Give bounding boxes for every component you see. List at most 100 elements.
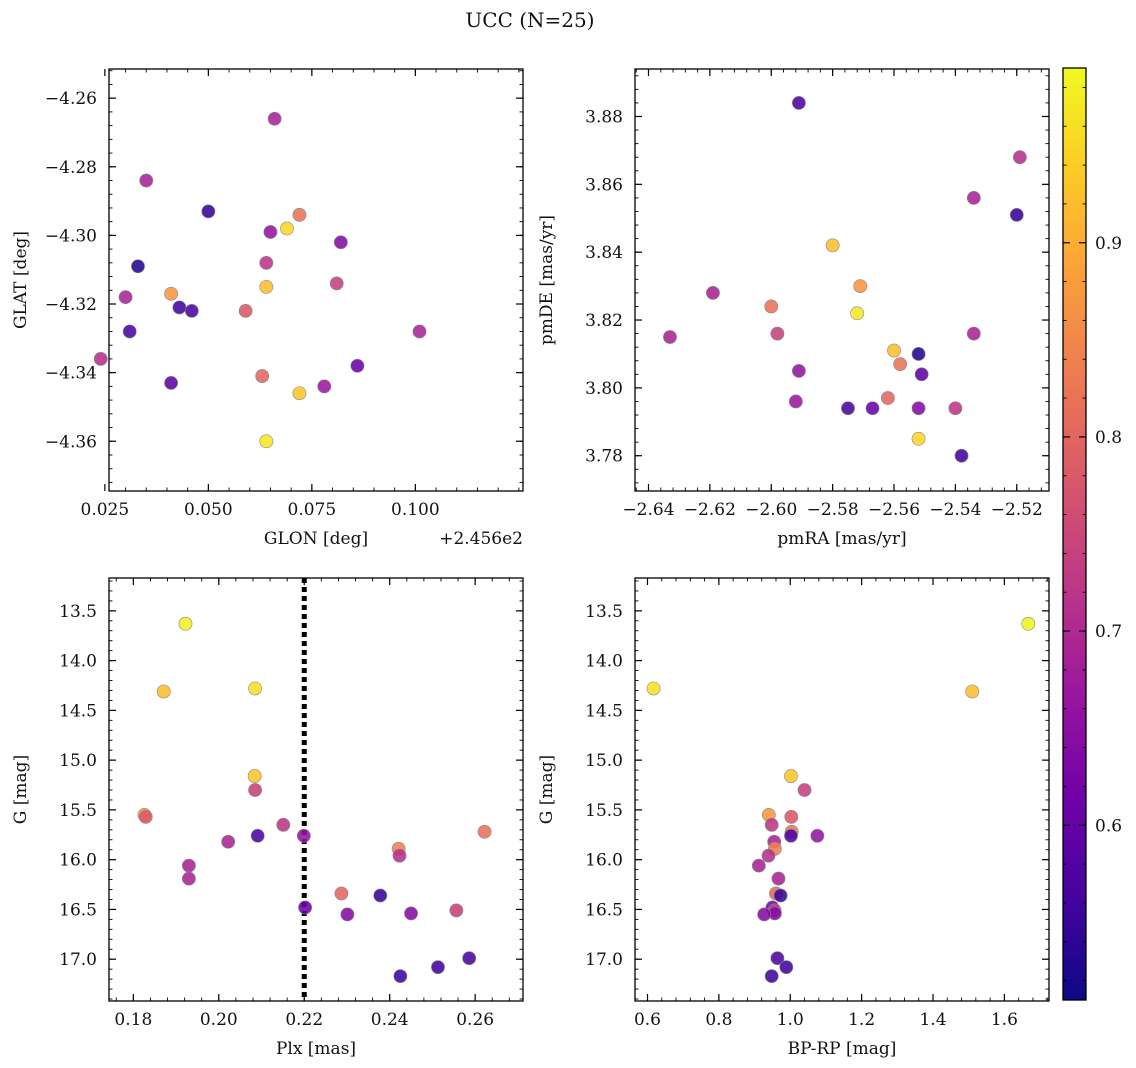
scatter-point [646,681,661,696]
y-tick-label: 16.0 [59,851,97,871]
scatter-point [791,96,806,110]
x-tick-label: 0.075 [288,500,337,520]
scatter-point [761,848,776,863]
x-tick-label: 0.20 [200,1010,238,1030]
y-tick-label: 3.78 [585,447,623,467]
scatter-point [784,809,799,824]
colorbar-frame [1062,67,1087,1001]
scatter-point [914,367,929,382]
axes-frame [108,68,524,492]
scatter-point [462,951,477,966]
scatter-point [773,888,788,903]
scatter-point [764,817,779,832]
y-axis-label: G [mag] [537,755,557,824]
scatter-point [893,357,908,372]
scatter-point [791,364,806,378]
scatter-point [298,900,313,915]
scatter-points [646,616,1036,984]
y-tick-label: 3.84 [585,243,623,263]
scatter-point [404,906,418,921]
panel-glon-glat: 0.025 0.050 0.075 0.100 −4.26 −4.28 −4.30 −4.32… [11,68,524,549]
scatter-point [181,871,196,886]
axes-frame [108,577,524,1002]
scatter-point [797,783,812,797]
x-tick-label: −2.64 [622,500,674,520]
scatter-point [172,300,187,315]
colorbar-tick-label: 0.7 [1095,622,1122,642]
y-tick-label: 13.5 [59,602,97,622]
panel-pmra-pmde: −2.64 −2.62 −2.60 −2.58 −2.56 −2.54 −2.52 3.78 3… [537,68,1050,549]
x-axis-label: BP-RP [mag] [788,1039,897,1059]
scatter-point [164,286,178,301]
x-axis-label: GLON [deg] [264,529,368,549]
minor-ticks [109,69,523,491]
scatter-point [850,306,865,321]
scatter-point [779,960,794,975]
x-tick-label: −2.60 [745,500,797,520]
y-tick-label: −4.36 [45,432,97,452]
scatter-point [178,616,193,631]
scatter-point [296,828,311,843]
y-tick-label: −4.28 [45,158,97,178]
scatter-point [131,259,145,274]
y-tick-label: 14.0 [585,652,623,672]
y-tick-label: 16.0 [585,851,623,871]
scatter-point [118,290,133,305]
scatter-point [757,907,772,922]
scatter-point [784,769,798,783]
x-tick-label: 0.24 [371,1010,409,1030]
scatter-point [248,681,263,696]
axes-frame [634,577,1050,1002]
scatter-point [810,828,825,843]
x-tick-label: −2.56 [868,500,920,520]
x-tick-label: 0.18 [114,1010,152,1030]
y-axis-label: G [mag] [11,755,31,824]
y-tick-label: 15.0 [59,751,97,771]
y-axis-label: GLAT [deg] [11,231,31,329]
panels: 0.025 0.050 0.075 0.100 −4.26 −4.28 −4.30 −4.32… [11,68,1050,1059]
scatter-point [1009,207,1024,222]
colorbar: 0.6 0.7 0.8 0.9 [1062,67,1122,1001]
y-tick-label: 14.0 [59,652,97,672]
scatter-point [412,324,427,339]
colorbar-tick-label: 0.8 [1095,428,1122,448]
scatter-point [93,352,108,366]
scatter-point [954,448,969,463]
scatter-point [267,111,282,126]
scatter-point [788,394,803,409]
scatter-point [764,969,779,984]
colorbar-tick-label: 0.9 [1095,234,1122,254]
scatter-point [887,343,901,358]
x-tick-label: 1.2 [848,1010,875,1030]
scatter-point [431,960,445,975]
scatter-point [350,358,365,373]
scatter-point [948,401,963,416]
y-tick-label: 16.5 [585,900,623,920]
scatter-points [93,111,427,449]
scatter-point [334,886,349,901]
scatter-point [853,279,868,294]
y-axis-label: pmDE [mas/yr] [537,215,557,345]
scatter-point [663,330,677,344]
scatter-point [966,326,981,341]
scatter-point [880,391,895,405]
scatter-point [138,809,153,824]
y-tick-label: 16.5 [59,900,97,920]
y-tick-label: 14.5 [585,701,623,721]
scatter-point [255,369,270,383]
y-tick-label: 17.0 [59,950,97,970]
x-tick-label: 0.050 [184,500,233,520]
scatter-point [841,401,855,416]
scatter-point [770,326,785,341]
y-tick-label: −4.26 [45,89,97,109]
x-offset-label: +2.456e2 [439,529,523,549]
scatter-point [259,434,274,449]
x-tick-label: −2.54 [929,500,981,520]
scatter-point [292,207,307,222]
scatter-point [276,817,291,832]
scatter-point [373,888,388,903]
scatter-point [825,238,840,253]
x-axis-label: pmRA [mas/yr] [777,529,906,549]
scatter-point [911,347,926,361]
